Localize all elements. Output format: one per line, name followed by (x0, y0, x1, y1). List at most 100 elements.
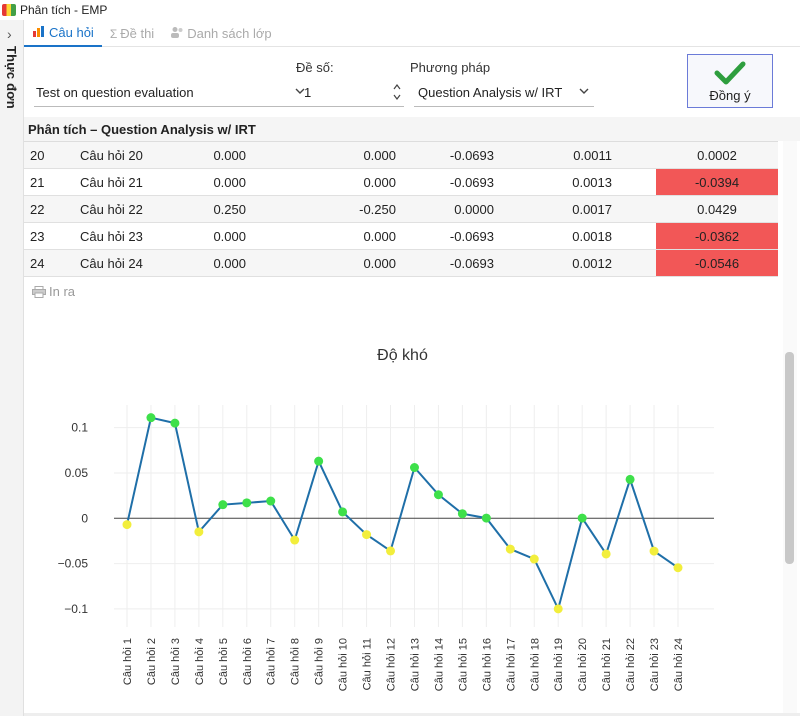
table-cell-c: -0.0693 (449, 255, 494, 271)
x-tick-label: Câu hỏi 11 (362, 638, 374, 690)
table-cell-a: 0.000 (213, 255, 246, 271)
y-tick-label: 0.05 (65, 466, 89, 480)
data-point (266, 496, 276, 506)
table-cell-a: 0.250 (213, 201, 246, 217)
y-tick-label: −0.05 (58, 557, 89, 571)
chevron-down-icon[interactable] (294, 85, 306, 100)
tab-questions-label: Câu hỏi (49, 25, 94, 40)
data-point (481, 513, 491, 523)
x-tick-label: Câu hỏi 24 (673, 638, 685, 691)
tab-exams[interactable]: Σ Đề thi (102, 20, 162, 47)
data-point (553, 604, 563, 614)
table-row[interactable]: 22 Câu hỏi 22 0.250 -0.250 0.0000 0.0017 0.042… (24, 196, 778, 223)
stepper-arrows-icon[interactable] (392, 81, 402, 106)
users-icon (170, 26, 184, 41)
analysis-table: 20 Câu hỏi 20 0.000 0.000 -0.0693 0.0011 0.000… (24, 141, 778, 277)
x-tick-label: Câu hỏi 21 (601, 638, 613, 691)
data-point (673, 563, 683, 573)
y-tick-label: −0.1 (64, 602, 88, 616)
section-title: Phân tích – Question Analysis w/ IRT (24, 117, 800, 141)
table-cell-c: -0.0693 (449, 228, 494, 244)
table-cell-c: -0.0693 (449, 147, 494, 163)
print-button[interactable]: In ra (32, 284, 75, 299)
data-point (457, 509, 467, 519)
sidebar-label[interactable]: Thực đơn (4, 46, 19, 109)
data-point (170, 418, 180, 428)
table-row[interactable]: 20 Câu hỏi 20 0.000 0.000 -0.0693 0.0011 0.000… (24, 142, 778, 169)
x-tick-label: Câu hỏi 7 (266, 638, 278, 685)
data-point (362, 530, 372, 540)
x-tick-label: Câu hỏi 3 (170, 638, 182, 685)
tab-class-list[interactable]: Danh sách lớp (162, 20, 279, 47)
app-logo-icon (2, 4, 16, 16)
method-label: Phương pháp (410, 60, 491, 75)
table-cell-no: 20 (30, 147, 45, 163)
table-cell-no: 23 (30, 228, 45, 244)
x-tick-label: Câu hỏi 13 (409, 638, 421, 691)
table-row[interactable]: 21 Câu hỏi 21 0.000 0.000 -0.0693 0.0013 -0.03… (24, 169, 778, 196)
data-point (625, 474, 635, 484)
data-point (242, 498, 252, 508)
table-cell-no: 22 (30, 201, 45, 217)
table-cell-c: 0.0000 (454, 201, 494, 217)
x-tick-label: Câu hỏi 14 (433, 638, 445, 691)
data-point (386, 546, 396, 556)
data-point (505, 544, 515, 554)
scrollbar-thumb[interactable] (785, 352, 794, 564)
data-point (338, 507, 348, 517)
table-cell-d: 0.0018 (572, 228, 612, 244)
table-row[interactable]: 23 Câu hỏi 23 0.000 0.000 -0.0693 0.0018 -0.03… (24, 223, 778, 250)
x-tick-label: Câu hỏi 5 (218, 638, 230, 685)
data-point (146, 413, 156, 423)
table-cell-e: 0.0002 (697, 147, 737, 163)
table-cell-name: Câu hỏi 20 (80, 147, 143, 163)
sigma-icon: Σ (109, 26, 118, 41)
exam-number-value: 1 (304, 85, 312, 100)
difficulty-chart: Độ khó 0.1 0.05 0 −0.05 −0.1 Câu hỏi 1 Câu hỏi… (24, 305, 781, 713)
table-cell-b: -0.250 (359, 201, 396, 217)
exam-number-stepper[interactable]: 1 (300, 79, 404, 107)
exam-select[interactable]: Test on question evaluation (34, 79, 310, 107)
table-cell-b: 0.000 (363, 174, 396, 190)
method-select-value: Question Analysis w/ IRT (418, 85, 563, 100)
table-cell-d: 0.0013 (572, 174, 612, 190)
data-point (601, 549, 611, 559)
table-cell-a: 0.000 (213, 174, 246, 190)
table-cell-no: 24 (30, 255, 45, 271)
bottom-border (24, 713, 800, 716)
x-tick-label: Câu hỏi 17 (505, 638, 517, 691)
data-point (529, 554, 539, 564)
chart-title: Độ khó (377, 347, 428, 364)
table-cell-e: -0.0394 (656, 169, 778, 195)
x-tick-label: Câu hỏi 6 (242, 638, 254, 685)
x-tick-label: Câu hỏi 16 (481, 638, 493, 691)
tab-questions[interactable]: Câu hỏi (24, 20, 102, 47)
table-cell-no: 21 (30, 174, 45, 190)
table-cell-b: 0.000 (363, 255, 396, 271)
data-point (194, 527, 204, 537)
x-tick-label: Câu hỏi 4 (194, 638, 206, 685)
table-cell-a: 0.000 (213, 228, 246, 244)
data-point (218, 500, 228, 510)
table-cell-name: Câu hỏi 22 (80, 201, 143, 217)
chevron-right-icon[interactable]: › (7, 26, 12, 42)
x-tick-label: Câu hỏi 15 (457, 638, 469, 691)
window-title: Phân tích - EMP (20, 3, 108, 17)
ok-button[interactable]: Đồng ý (687, 54, 773, 108)
sidebar-menu[interactable]: › Thực đơn (0, 20, 24, 716)
filter-form: Test on question evaluation Đề số: 1 Phư… (24, 47, 800, 117)
data-point (409, 463, 419, 473)
method-select[interactable]: Question Analysis w/ IRT (414, 79, 594, 107)
data-point (433, 490, 443, 500)
table-cell-name: Câu hỏi 21 (80, 174, 143, 190)
table-cell-name: Câu hỏi 23 (80, 228, 143, 244)
table-cell-d: 0.0011 (573, 147, 612, 163)
chevron-down-icon[interactable] (578, 85, 590, 100)
x-tick-label: Câu hỏi 23 (649, 638, 661, 691)
table-row[interactable]: 24 Câu hỏi 24 0.000 0.000 -0.0693 0.0012 -0.05… (24, 250, 778, 277)
table-cell-d: 0.0012 (572, 255, 612, 271)
table-cell-c: -0.0693 (449, 174, 494, 190)
x-tick-label: Câu hỏi 10 (338, 638, 350, 691)
series-line (126, 416, 679, 612)
checkmark-icon (714, 61, 746, 84)
